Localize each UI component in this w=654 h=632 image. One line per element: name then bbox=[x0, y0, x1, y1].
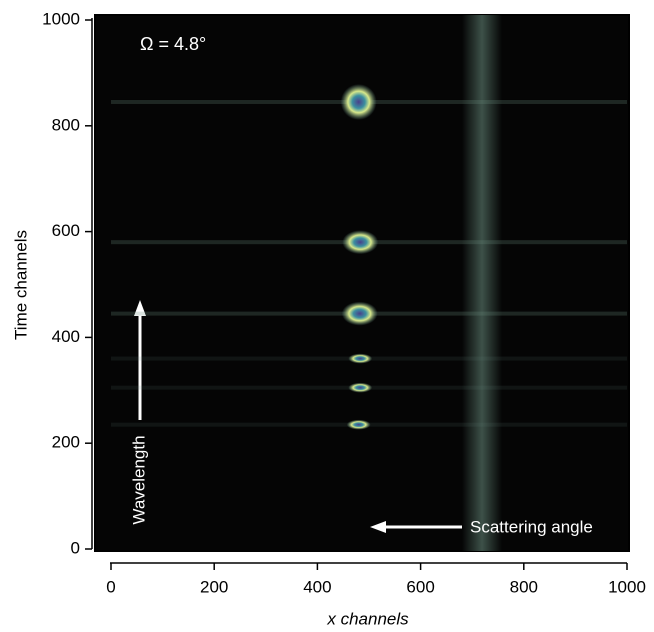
x-axis-title: x channels bbox=[326, 609, 409, 628]
diffraction-spot bbox=[340, 83, 377, 120]
x-tick-label: 0 bbox=[106, 577, 115, 596]
y-axis-title: Time channels bbox=[11, 230, 30, 340]
x-tick-label: 400 bbox=[303, 577, 331, 596]
omega-label: Ω = 4.8° bbox=[140, 34, 206, 54]
x-tick-label: 200 bbox=[200, 577, 228, 596]
x-tick-label: 1000 bbox=[608, 577, 646, 596]
scattering-label: Scattering angle bbox=[470, 517, 593, 536]
y-tick-label: 800 bbox=[52, 115, 80, 134]
y-tick-label: 1000 bbox=[42, 9, 80, 28]
x-tick-label: 600 bbox=[406, 577, 434, 596]
y-tick-label: 200 bbox=[52, 433, 80, 452]
diffraction-spot bbox=[348, 382, 373, 393]
x-tick-label: 800 bbox=[510, 577, 538, 596]
diffraction-spot bbox=[348, 353, 373, 364]
arrow-head bbox=[370, 521, 386, 533]
y-tick-label: 600 bbox=[52, 221, 80, 240]
diffraction-spot bbox=[341, 301, 378, 326]
diffraction-spot bbox=[342, 230, 379, 255]
wavelength-label: Wavelength bbox=[129, 435, 148, 524]
diffraction-spot bbox=[346, 419, 371, 430]
y-tick-label: 0 bbox=[71, 538, 80, 557]
y-tick-label: 400 bbox=[52, 327, 80, 346]
arrow-head bbox=[134, 300, 146, 316]
streak bbox=[462, 15, 502, 551]
